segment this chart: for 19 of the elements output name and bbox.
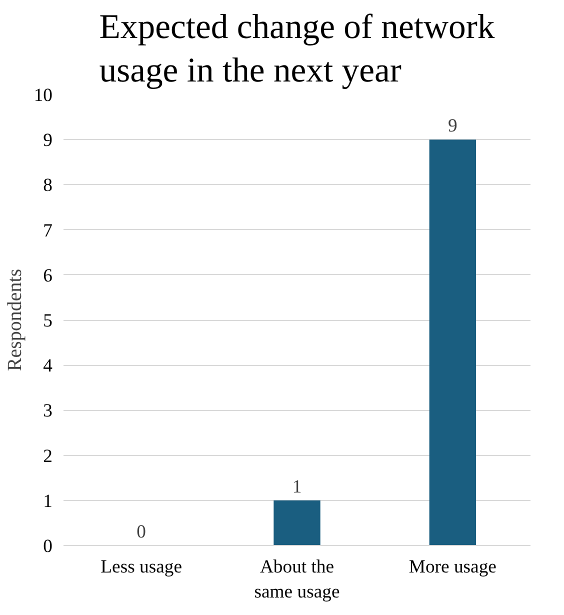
y-tick-label: 7 [43, 220, 52, 242]
chart-title: Expected change of network usage in the next year [99, 8, 496, 90]
y-tick-label: 9 [43, 130, 52, 152]
y-tick-label: 0 [43, 536, 52, 557]
y-tick-label: 5 [43, 310, 52, 332]
y-tick-label: 6 [43, 265, 52, 286]
x-tick-label: Less usage [100, 556, 182, 578]
y-tick-label: 10 [34, 85, 52, 106]
x-tick-label: More usage [408, 556, 496, 578]
y-tick-label: 1 [43, 490, 52, 512]
data-label: 1 [292, 476, 302, 498]
data-label: 9 [448, 116, 458, 137]
data-label: 0 [136, 522, 146, 542]
y-tick-label: 2 [43, 446, 52, 467]
y-axis-title: Respondents [4, 268, 26, 372]
y-tick-label: 3 [43, 400, 52, 422]
y-tick-label: 8 [43, 175, 52, 196]
y-tick-label: 4 [43, 356, 54, 377]
x-tick-label: About the same usage [254, 556, 340, 603]
